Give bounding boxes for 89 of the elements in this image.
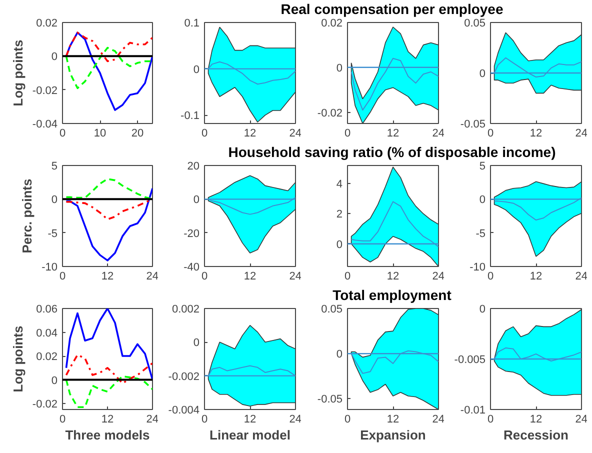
y-tick-label: -0.05: [317, 394, 343, 406]
x-tick-label: 0: [59, 270, 66, 282]
y-tick-label: 0.05: [321, 304, 343, 316]
x-tick-label: 12: [244, 128, 256, 140]
y-tick-label: -0.02: [32, 84, 58, 97]
y-tick-label: 0: [479, 68, 486, 80]
x-tick-label: 0: [344, 414, 351, 426]
y-tick-label: 4: [336, 178, 343, 191]
y-tick-label: 5: [479, 160, 486, 172]
x-tick-label: 10: [94, 128, 106, 140]
y-tick-label: -0.02: [32, 398, 58, 411]
x-tick-label: 24: [432, 128, 445, 140]
y-tick-label: 0.02: [36, 18, 58, 30]
chart-title: Total employment: [332, 286, 452, 304]
x-tick-label: 12: [530, 270, 542, 282]
x-tick-label: 24: [289, 128, 302, 140]
x-tick-label: 24: [575, 270, 588, 282]
x-tick-label: 24: [289, 270, 302, 282]
y-tick-label: 5: [51, 160, 58, 172]
x-tick-label: 12: [530, 414, 542, 426]
y-axis-title: Log points: [10, 40, 26, 106]
y-axis-title: Perc. points: [20, 178, 35, 254]
x-tick-label: 24: [575, 128, 588, 140]
y-tick-label: -0.02: [317, 107, 343, 120]
x-tick-label: 24: [146, 414, 159, 426]
x-axis-title: Recession: [503, 428, 569, 442]
x-tick-label: 12: [530, 128, 542, 140]
x-tick-label: 20: [131, 128, 144, 140]
y-tick-label: 0: [193, 64, 200, 76]
x-tick-label: 12: [386, 414, 400, 426]
x-tick-label: 24: [289, 414, 302, 426]
y-tick-label: 0.06: [36, 304, 58, 316]
x-tick-label: 12: [244, 270, 256, 282]
y-tick-label: 0.002: [172, 304, 200, 316]
y-tick-label: -0.002: [168, 370, 200, 383]
x-tick-label: 0: [344, 270, 351, 282]
y-tick-label: 0: [193, 337, 200, 350]
x-tick-label: 0: [201, 270, 208, 282]
y-tick-label: 0.1: [184, 18, 200, 30]
y-tick-label: 0: [479, 304, 486, 316]
y-tick-label: -0.01: [460, 404, 486, 416]
y-tick-label: 0.02: [321, 18, 343, 30]
x-tick-label: 12: [244, 414, 256, 426]
y-tick-label: 20: [187, 160, 200, 172]
y-tick-label: -5: [48, 228, 58, 240]
y-tick-label: 0: [51, 51, 58, 64]
y-tick-label: 0: [51, 374, 58, 387]
y-tick-label: 0: [51, 194, 58, 206]
x-tick-label: 24: [146, 270, 159, 282]
x-axis-title: Expansion: [360, 428, 426, 442]
x-tick-label: 12: [386, 128, 400, 140]
x-tick-label: 24: [575, 414, 588, 426]
y-tick-label: 2: [336, 208, 343, 221]
x-tick-label: 0: [487, 128, 494, 140]
y-tick-label: -0.1: [180, 110, 200, 122]
chart-title: Household saving ratio (% of disposable income): [228, 143, 556, 161]
y-tick-label: 0.05: [464, 18, 486, 30]
x-tick-label: 12: [101, 270, 114, 282]
x-tick-label: 0: [487, 414, 494, 426]
x-tick-label: 24: [432, 414, 445, 426]
x-axis-title: Three models: [65, 428, 150, 442]
x-tick-label: 12: [386, 270, 400, 282]
y-tick-label: 0: [336, 348, 343, 361]
y-tick-label: 0.02: [36, 351, 58, 364]
y-tick-label: 0: [336, 62, 343, 74]
x-tick-label: 0: [59, 414, 66, 426]
y-tick-label: -0.05: [460, 118, 486, 130]
y-tick-label: -0.005: [454, 354, 486, 366]
y-tick-label: -10: [470, 262, 486, 274]
y-tick-label: -10: [42, 262, 58, 274]
x-tick-label: 0: [344, 128, 351, 140]
chart-title: Real compensation per employee: [280, 0, 504, 18]
y-tick-label: 0: [336, 238, 343, 251]
y-tick-label: -0.04: [32, 118, 58, 130]
x-tick-label: 24: [432, 270, 445, 282]
x-axis-title: Linear model: [210, 428, 290, 442]
x-tick-label: 0: [201, 414, 208, 426]
x-tick-label: 12: [101, 414, 114, 426]
x-tick-label: 0: [487, 270, 494, 282]
y-tick-label: 0: [193, 194, 200, 206]
y-tick-label: -5: [476, 228, 486, 240]
x-tick-label: 0: [201, 128, 208, 140]
y-tick-label: -40: [184, 262, 200, 274]
y-tick-label: 0: [479, 194, 486, 206]
y-tick-label: 0.04: [36, 327, 58, 340]
y-tick-label: -20: [184, 228, 200, 240]
y-axis-title: Log points: [10, 326, 26, 392]
y-tick-label: -0.004: [168, 404, 200, 416]
x-tick-label: 0: [59, 128, 66, 140]
